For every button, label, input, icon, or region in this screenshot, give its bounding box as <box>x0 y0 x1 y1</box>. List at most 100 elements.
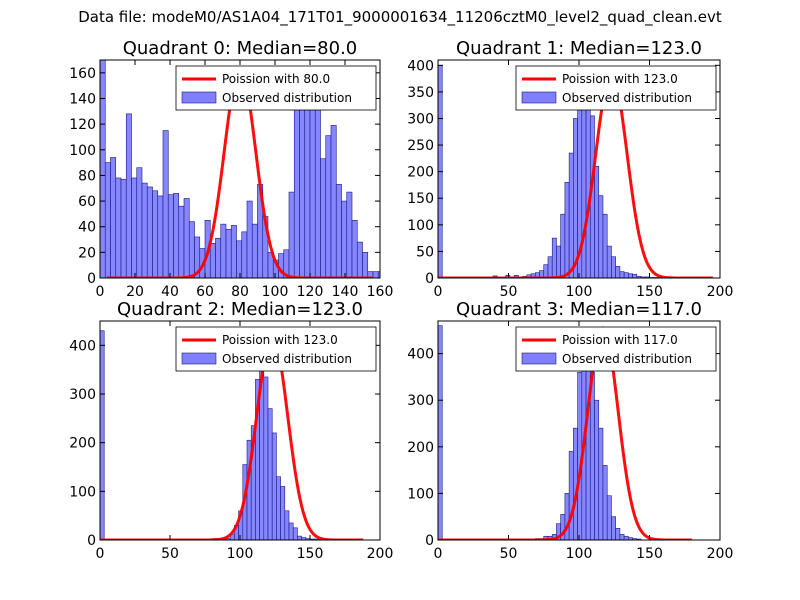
histogram-bar <box>141 182 148 278</box>
chart-title: Quadrant 3: Median=117.0 <box>456 299 702 320</box>
histogram-bar <box>330 125 337 278</box>
histogram-bar <box>602 465 608 540</box>
histogram-bar <box>267 408 273 540</box>
histogram-bar <box>377 271 380 278</box>
histogram-bar <box>598 195 604 278</box>
chart-panel-q2: 0 50 100 150 200 0 100 200 300 400 Quadrant 2: Med… <box>69 299 393 562</box>
histogram-bar <box>351 219 358 278</box>
x-tick-label: 120 <box>297 284 324 300</box>
histogram-bar <box>560 213 566 278</box>
legend-entry-observed: Observed distribution <box>222 352 352 366</box>
y-tick-label: 20 <box>78 245 96 261</box>
y-tick-label: 60 <box>78 194 96 210</box>
histogram-bar <box>167 194 174 278</box>
y-tick-label: 120 <box>69 117 96 133</box>
histogram-bar <box>100 60 106 278</box>
histogram-bar <box>346 191 353 278</box>
y-tick-label: 200 <box>69 436 96 452</box>
x-tick-label: 200 <box>707 284 734 300</box>
histogram-bar <box>280 486 286 540</box>
histogram-bar <box>547 256 553 278</box>
x-tick-label: 0 <box>96 284 105 300</box>
histogram-bar <box>220 223 227 278</box>
x-tick-label: 100 <box>566 284 593 300</box>
plot-area <box>100 330 364 540</box>
x-tick-label: 50 <box>500 284 518 300</box>
histogram-bar <box>188 221 195 278</box>
y-tick-label: 0 <box>425 271 434 287</box>
histogram-bar <box>293 96 300 278</box>
histogram-bar <box>284 510 290 540</box>
histogram-bar <box>230 225 237 278</box>
histogram-bar <box>551 237 557 278</box>
histogram-bar <box>104 162 111 278</box>
histogram-bar <box>241 231 248 278</box>
x-tick-label: 0 <box>434 284 443 300</box>
histogram-bar <box>100 330 105 540</box>
y-tick-label: 200 <box>407 440 434 456</box>
x-tick-label: 40 <box>161 284 179 300</box>
histogram-bar <box>619 534 625 540</box>
y-tick-label: 300 <box>407 111 434 127</box>
y-tick-label: 100 <box>407 486 434 502</box>
histogram-bar <box>215 237 222 278</box>
y-tick-label: 400 <box>69 338 96 354</box>
y-tick-label: 250 <box>407 138 434 154</box>
histogram-bar <box>594 166 600 278</box>
legend-entry-observed: Observed distribution <box>222 91 352 105</box>
legend-entry-poisson: Poission with 117.0 <box>562 333 678 347</box>
x-tick-label: 140 <box>332 284 359 300</box>
histogram-bar <box>263 376 269 540</box>
histogram-bar <box>246 200 253 278</box>
histogram-bar <box>136 167 143 278</box>
histogram-bar <box>225 228 232 278</box>
histogram-bar <box>335 184 342 278</box>
x-tick-label: 200 <box>367 546 394 562</box>
histogram-bar <box>271 432 277 540</box>
chart-panel-q0: 0 20 40 60 80 100 120 140 160 0 20 40 60 80 100 120 140 1… <box>69 38 393 300</box>
histogram-bar <box>556 245 561 278</box>
histogram-bar <box>632 273 638 278</box>
histogram-bar <box>573 118 578 278</box>
chart-panel-q3: 0 50 100 150 200 0 100 200 300 400 Quadrant 3: Med… <box>407 299 733 562</box>
histogram-bar <box>297 535 302 540</box>
histogram-bar <box>325 135 332 278</box>
legend-entry-observed: Observed distribution <box>562 91 692 105</box>
y-tick-label: 400 <box>407 58 434 74</box>
x-tick-label: 200 <box>707 546 734 562</box>
y-tick-label: 100 <box>69 484 96 500</box>
histogram-bar <box>152 190 159 278</box>
histogram-bar <box>564 181 570 278</box>
histogram-bar <box>125 113 132 278</box>
histogram-bar <box>606 495 612 540</box>
x-tick-label: 100 <box>566 546 593 562</box>
histogram-bar <box>602 213 608 278</box>
histogram-bar <box>619 271 625 278</box>
x-tick-label: 50 <box>161 546 179 562</box>
y-tick-label: 200 <box>407 165 434 181</box>
histogram-bar <box>623 272 629 278</box>
histogram-bar <box>173 193 180 278</box>
histogram-bar <box>623 535 629 540</box>
histogram-bar <box>276 476 281 540</box>
y-tick-label: 400 <box>407 347 434 363</box>
x-tick-label: 80 <box>231 284 249 300</box>
legend-bar-swatch <box>521 91 557 104</box>
histogram-bar <box>372 271 379 278</box>
histogram-bar <box>120 178 127 278</box>
legend-bar-swatch <box>521 352 557 365</box>
histogram-bar <box>110 157 117 278</box>
chart-title: Quadrant 2: Median=123.0 <box>117 299 363 320</box>
legend-bar-swatch <box>181 352 217 365</box>
histogram-bar <box>356 241 363 278</box>
x-tick-label: 0 <box>96 546 105 562</box>
y-tick-label: 140 <box>69 91 96 107</box>
y-tick-label: 50 <box>416 244 434 260</box>
figure-suptitle: Data file: modeM0/AS1A04_171T01_90000016… <box>78 8 722 26</box>
histogram-bar <box>341 200 348 278</box>
legend-entry-poisson: Poission with 80.0 <box>222 72 330 86</box>
histogram-bar <box>581 88 587 278</box>
x-tick-label: 0 <box>434 546 443 562</box>
histogram-bar <box>615 528 621 540</box>
chart-title: Quadrant 0: Median=80.0 <box>123 38 358 59</box>
